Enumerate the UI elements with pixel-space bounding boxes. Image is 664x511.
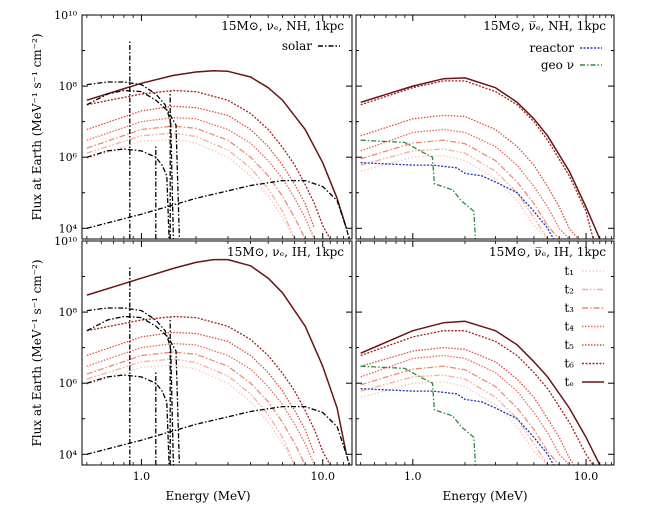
legend-label-t5: t₅ [564, 338, 574, 352]
series-t5-line [360, 114, 579, 239]
legend-label-t2: t₂ [564, 283, 574, 297]
x-tick-label: 10.0 [574, 470, 599, 483]
legend-label-te: tₑ [565, 375, 575, 389]
series-reactor-line [360, 162, 555, 239]
series-t2-line [86, 132, 296, 239]
panel-series [360, 320, 601, 465]
panel-1: 10⁴ 10⁶ 10⁸ 10¹⁰ 15M⊙, νₑ, NH, 1kpc solar [54, 9, 353, 240]
series-te-line [360, 320, 601, 465]
panel-4: 1.0 10.0 15M⊙, ν̅ₑ, IH, 1kpc t₁ t₂ t₃ t₄ t₅ t₆ tₑ [355, 240, 615, 483]
series-geo-line [360, 139, 477, 239]
x-tick-label: 10.0 [310, 470, 335, 483]
series-t3-line [360, 365, 560, 465]
series-t3-line [360, 139, 560, 239]
panel-label: 15M⊙, νₑ, NH, 1kpc [221, 19, 344, 33]
series-solar-line [86, 148, 170, 239]
series-t3-line [86, 351, 306, 465]
y-axis-title-top: Flux at Earth (MeV⁻¹ s⁻¹ cm⁻²) [30, 33, 44, 220]
y-tick-label: 10⁴ [59, 448, 78, 461]
panel-frame [355, 14, 615, 240]
series-solar-line [86, 307, 175, 465]
y-axis-title-bottom: Flux at Earth (MeV⁻¹ s⁻¹ cm⁻²) [30, 259, 44, 446]
series-solar-line [86, 89, 181, 239]
y-tick-label: 10⁸ [59, 80, 78, 93]
panel-2: 15M⊙, ν̅ₑ, NH, 1kpc reactor geo ν [355, 14, 615, 240]
series-t2-line [86, 358, 296, 465]
series-t2-line [360, 374, 549, 465]
panel-frame [81, 240, 353, 466]
series-t6-line [360, 330, 594, 465]
y-tick-label: 10⁸ [59, 306, 78, 319]
x-tick-label: 1.0 [404, 470, 422, 483]
y-tick-label: 10⁶ [59, 151, 78, 164]
panels-group: 10⁴ 10⁶ 10⁸ 10¹⁰ 15M⊙, νₑ, NH, 1kpc solar 15M⊙… [54, 9, 615, 483]
series-t4-line [86, 342, 315, 465]
y-tick-label: 10⁶ [59, 377, 78, 390]
series-t5-line [360, 346, 575, 465]
series-t6-line [86, 315, 331, 465]
panel-frame [355, 240, 615, 466]
panel-3: 1.0 10.0 10⁴ 10⁶ 10⁸ 10¹⁰ 15M⊙, νₑ, IH, 1kpc [54, 235, 353, 483]
panel-legend: t₁ t₂ t₃ t₄ t₅ t₆ tₑ [564, 264, 604, 389]
panel-series [86, 39, 350, 239]
panel-label: 15M⊙, ν̅ₑ, IH, 1kpc [489, 245, 606, 259]
series-solar-line [86, 179, 350, 239]
panel-label: 15M⊙, νₑ, IH, 1kpc [227, 245, 344, 259]
series-t5-line [86, 331, 316, 455]
series-t2-line [360, 148, 549, 239]
panel-series [86, 258, 350, 465]
legend-label-t6: t₆ [564, 357, 574, 371]
series-solar-line [86, 315, 181, 465]
series-te-line [86, 258, 348, 455]
legend-label-geo: geo ν [541, 58, 574, 72]
legend-label-t4: t₄ [564, 320, 574, 334]
x-axis-title-left: Energy (MeV) [165, 489, 250, 503]
x-tick-label: 1.0 [133, 470, 151, 483]
y-tick-label: 10⁴ [59, 222, 78, 235]
y-tick-label: 10¹⁰ [54, 9, 77, 22]
legend-label-t3: t₃ [564, 301, 574, 315]
series-t1-line [86, 138, 296, 239]
legend-label-solar: solar [282, 39, 312, 53]
series-reactor-line [360, 388, 555, 465]
legend-label-reactor: reactor [530, 41, 575, 55]
series-geo-line [360, 365, 477, 465]
series-solar-line [86, 405, 350, 465]
series-t5-line [86, 105, 316, 229]
panel-label: 15M⊙, ν̅ₑ, NH, 1kpc [483, 19, 606, 33]
x-axis-title-right: Energy (MeV) [442, 489, 527, 503]
series-solar-line [86, 374, 170, 465]
series-te-line [360, 77, 601, 239]
panel-legend: reactor geo ν [530, 41, 602, 72]
series-t1-line [86, 364, 296, 465]
series-t6-line [86, 89, 331, 239]
legend-label-t1: t₁ [564, 264, 574, 278]
panel-frame [81, 14, 353, 240]
series-t3-line [86, 125, 306, 239]
series-solar-line [86, 81, 175, 239]
y-tick-label: 10¹⁰ [54, 235, 77, 248]
series-te-line [86, 70, 348, 229]
series-t6-line [360, 80, 594, 239]
axes-text-group: Energy (MeV) Energy (MeV) Flux at Earth … [30, 33, 528, 503]
panel-series [360, 77, 601, 239]
series-t4-line [86, 116, 315, 239]
panel-legend: solar [282, 39, 340, 53]
